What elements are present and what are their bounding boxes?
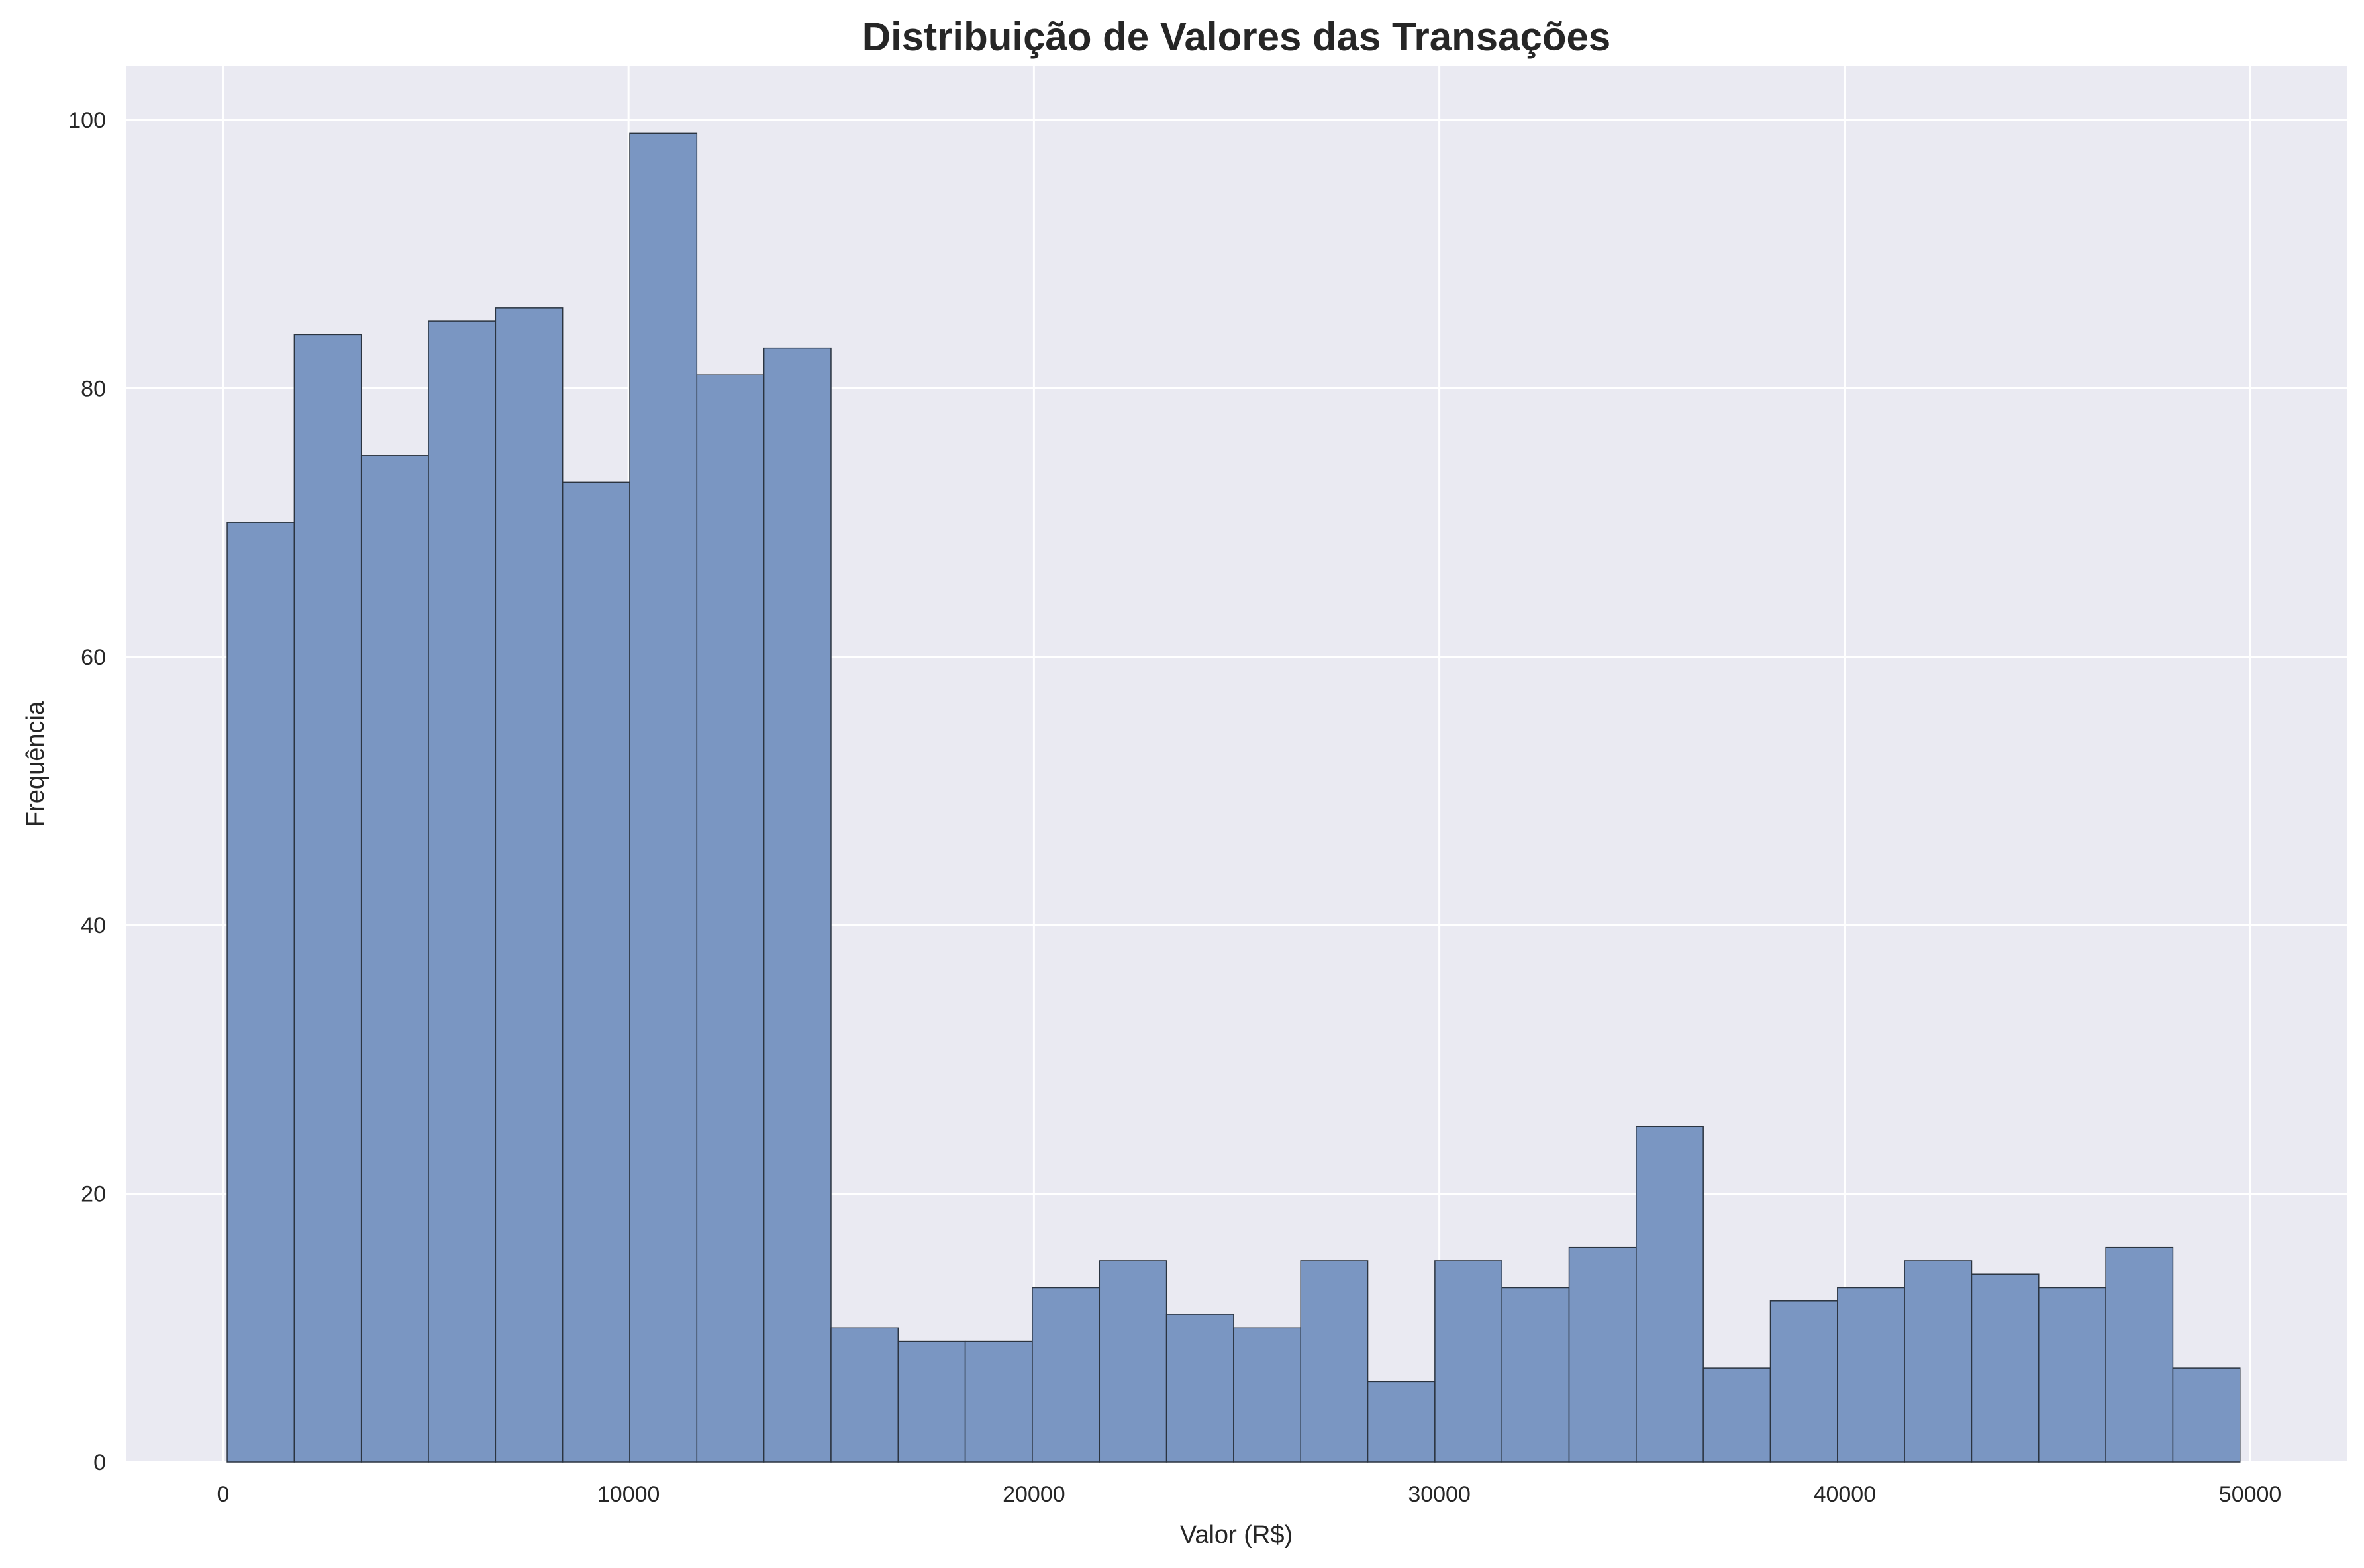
x-axis-ticks: 0 10000 20000 30000 40000 50000 bbox=[217, 1482, 2281, 1507]
histogram-bar bbox=[2172, 1367, 2241, 1463]
histogram-bar bbox=[1904, 1260, 1973, 1463]
histogram-bar bbox=[830, 1327, 899, 1463]
histogram-bar bbox=[1501, 1287, 1570, 1463]
histogram-bar bbox=[1099, 1260, 1167, 1463]
histogram-bar bbox=[2038, 1287, 2106, 1463]
histogram-bar bbox=[1434, 1260, 1502, 1463]
histogram-bar bbox=[1769, 1300, 1838, 1463]
histogram-bar bbox=[1300, 1260, 1369, 1463]
histogram-bar bbox=[360, 455, 429, 1463]
y-tick-label: 60 bbox=[81, 645, 106, 670]
histogram-bar bbox=[696, 374, 765, 1463]
x-tick-label: 50000 bbox=[2219, 1482, 2282, 1507]
x-axis-label: Valor (R$) bbox=[1180, 1521, 1293, 1549]
histogram-bar bbox=[964, 1340, 1033, 1463]
histogram-bar bbox=[897, 1340, 966, 1463]
histogram-bar bbox=[293, 334, 362, 1463]
x-tick-label: 10000 bbox=[597, 1482, 660, 1507]
y-tick-label: 40 bbox=[81, 913, 106, 938]
histogram-bar bbox=[2105, 1246, 2174, 1463]
y-tick-label: 80 bbox=[81, 376, 106, 401]
y-tick-label: 20 bbox=[81, 1182, 106, 1207]
x-tick-label: 20000 bbox=[1003, 1482, 1065, 1507]
histogram-bar bbox=[1233, 1327, 1301, 1463]
histogram-bar bbox=[1837, 1287, 1905, 1463]
histogram-bars bbox=[226, 132, 2241, 1463]
histogram-bar bbox=[1367, 1381, 1436, 1463]
histogram-bar bbox=[1568, 1246, 1637, 1463]
y-axis-label: Frequência bbox=[22, 701, 50, 827]
x-tick-label: 30000 bbox=[1408, 1482, 1471, 1507]
histogram-bar bbox=[1165, 1314, 1234, 1463]
histogram-bar bbox=[1636, 1126, 1704, 1463]
x-tick-label: 0 bbox=[217, 1482, 229, 1507]
histogram-bar bbox=[1702, 1367, 1771, 1463]
histogram-bar bbox=[226, 522, 295, 1463]
histogram-bar bbox=[562, 481, 630, 1463]
histogram-bar bbox=[1032, 1287, 1101, 1463]
chart-title: Distribuição de Valores das Transações bbox=[862, 15, 1611, 59]
histogram-bar bbox=[763, 347, 832, 1463]
y-tick-label: 0 bbox=[93, 1450, 106, 1475]
y-tick-label: 100 bbox=[68, 108, 106, 133]
y-axis-ticks: 0 20 40 60 80 100 bbox=[68, 108, 106, 1475]
x-tick-label: 40000 bbox=[1814, 1482, 1877, 1507]
histogram-bar bbox=[629, 132, 698, 1463]
histogram-bar bbox=[1971, 1273, 2040, 1463]
histogram-bar bbox=[495, 307, 564, 1463]
histogram-bar bbox=[428, 320, 497, 1463]
